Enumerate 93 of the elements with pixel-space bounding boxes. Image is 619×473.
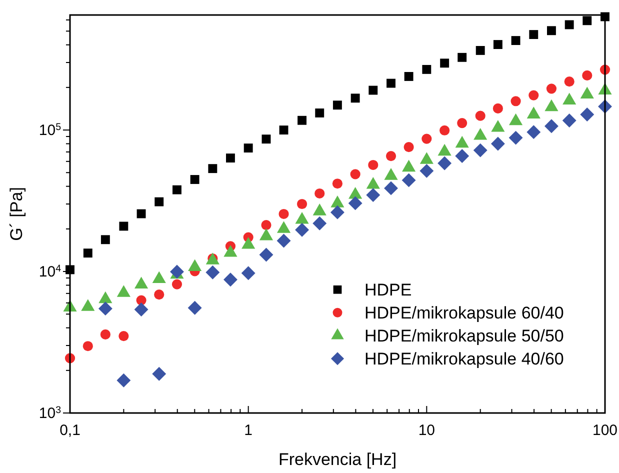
point: [562, 114, 576, 128]
point: [98, 302, 112, 316]
point: [154, 290, 164, 300]
point: [82, 341, 93, 352]
point: [366, 188, 380, 202]
point: [386, 150, 396, 162]
point: [492, 103, 503, 114]
point: [190, 175, 200, 184]
point: [278, 208, 289, 220]
point: [315, 108, 324, 118]
point: [279, 126, 288, 134]
point: [296, 198, 308, 210]
point: [564, 76, 574, 87]
point: [154, 197, 164, 206]
point: [384, 181, 398, 196]
x-tick-label: 0,1: [60, 422, 80, 439]
point: [330, 205, 344, 220]
point: [152, 366, 166, 381]
point: [544, 119, 558, 134]
point: [206, 265, 220, 280]
point: [208, 164, 218, 174]
point: [83, 248, 92, 258]
point: [348, 196, 362, 210]
point: [475, 110, 486, 121]
point: [528, 90, 539, 100]
point: [314, 188, 325, 199]
point: [223, 272, 238, 287]
point: [564, 20, 574, 30]
point: [476, 46, 485, 55]
point: [404, 142, 414, 152]
point: [172, 279, 182, 290]
x-tick-label: 1: [244, 422, 253, 439]
point: [332, 100, 342, 110]
point: [116, 373, 131, 388]
point: [119, 222, 128, 231]
point: [455, 149, 470, 163]
x-tick-label: 10: [418, 422, 436, 439]
point: [490, 136, 505, 151]
point: [511, 36, 520, 46]
point: [100, 329, 110, 340]
point: [493, 40, 502, 49]
point: [457, 118, 468, 128]
point: [508, 130, 523, 145]
point: [276, 234, 291, 248]
y-tick-label: 10$^{4}$: [38, 263, 62, 281]
point: [244, 144, 253, 152]
point: [368, 86, 378, 95]
point: [402, 173, 416, 188]
point: [188, 300, 202, 315]
point: [547, 26, 556, 36]
point: [136, 209, 146, 218]
point: [134, 302, 148, 316]
point: [440, 58, 450, 68]
y-tick-label: 10$^{3}$: [38, 404, 61, 422]
point: [295, 222, 309, 237]
point: [100, 235, 110, 244]
point: [526, 125, 541, 140]
point: [386, 78, 396, 88]
point: [582, 70, 592, 80]
point: [332, 178, 342, 189]
point: [582, 16, 592, 26]
point: [440, 125, 450, 136]
point: [473, 143, 488, 158]
y-tick-label: 10$^{5}$: [38, 122, 62, 140]
point: [262, 134, 271, 144]
y-axis-title: G´ [Pa]: [7, 187, 26, 241]
point: [241, 266, 256, 280]
legend-label: HDPE/mikrokapsule 60/40: [364, 304, 564, 323]
point: [438, 156, 452, 170]
point: [529, 30, 538, 40]
legend-label: HDPE: [364, 280, 412, 300]
point: [312, 216, 327, 230]
point: [172, 185, 182, 194]
point: [580, 108, 594, 122]
point: [420, 164, 434, 178]
point: [422, 64, 432, 74]
point: [458, 52, 467, 62]
point: [118, 330, 129, 342]
point: [404, 72, 414, 81]
x-axis-title: Frekvencia [Hz]: [278, 450, 397, 469]
point: [350, 169, 360, 180]
point: [298, 116, 306, 125]
legend-label: HDPE/mikrokapsule 40/60: [364, 350, 564, 369]
x-tick-label: 100: [592, 422, 618, 439]
point: [510, 96, 521, 106]
point: [259, 248, 274, 262]
point: [226, 154, 235, 162]
point: [546, 84, 557, 94]
legend-label: HDPE/mikrokapsule 50/50: [364, 326, 564, 346]
point: [261, 220, 272, 230]
point: [422, 134, 432, 144]
point: [368, 160, 378, 170]
point: [350, 94, 360, 103]
